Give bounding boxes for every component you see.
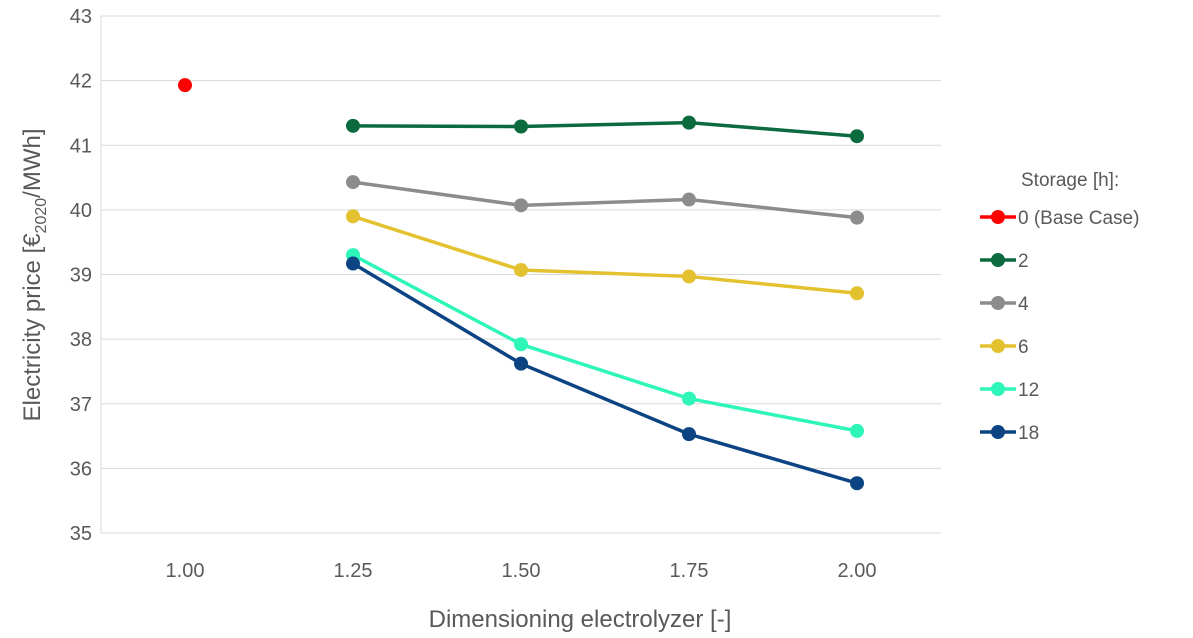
legend-title: Storage [h]: — [1021, 170, 1119, 191]
data-point — [514, 356, 528, 371]
data-point — [850, 476, 864, 491]
data-point — [682, 192, 696, 207]
data-point — [682, 115, 696, 130]
x-tick-label: 1.75 — [670, 560, 709, 582]
data-point — [346, 175, 360, 190]
data-point — [178, 78, 192, 93]
x-tick-label: 2.00 — [838, 560, 877, 582]
legend-marker — [991, 210, 1005, 224]
y-tick-label: 43 — [70, 6, 92, 28]
y-tick-label: 36 — [70, 458, 92, 480]
data-point — [514, 119, 528, 134]
data-point — [682, 269, 696, 284]
y-tick-label: 35 — [70, 523, 92, 545]
data-point — [514, 337, 528, 352]
y-axis-title-prefix: Electricity price [€ — [19, 233, 46, 422]
x-tick-labels: 1.00 1.25 1.50 1.75 2.00 — [166, 560, 877, 582]
legend-label: 12 — [1018, 380, 1039, 401]
legend-marker — [991, 425, 1005, 439]
data-point — [682, 391, 696, 406]
legend-marker — [991, 296, 1005, 310]
series-line — [352, 214, 858, 295]
data-point — [850, 286, 864, 301]
data-point — [346, 118, 360, 133]
legend: Storage [h]: 0 (Base Case) 2 4 6 12 18 — [980, 170, 1139, 444]
y-tick-label: 38 — [70, 329, 92, 351]
data-point — [514, 198, 528, 213]
legend-marker — [991, 339, 1005, 353]
y-tick-labels: 35 36 37 38 39 40 41 42 43 — [70, 6, 92, 545]
y-axis-title: Electricity price [€2020/MWh] — [19, 129, 50, 422]
series-line — [352, 262, 858, 485]
axes — [100, 16, 941, 534]
x-tick-label: 1.00 — [166, 560, 205, 582]
data-point — [346, 256, 360, 271]
series-lines — [178, 78, 864, 491]
legend-label: 2 — [1018, 251, 1029, 272]
series-line — [352, 120, 858, 138]
x-tick-label: 1.50 — [502, 560, 541, 582]
data-point — [850, 423, 864, 438]
data-point — [850, 129, 864, 144]
y-tick-label: 41 — [70, 135, 92, 157]
legend-label: 6 — [1018, 337, 1029, 358]
y-tick-label: 37 — [70, 394, 92, 416]
y-tick-label: 42 — [70, 71, 92, 93]
series-line — [352, 180, 858, 220]
legend-label: 4 — [1018, 294, 1029, 315]
data-point — [850, 210, 864, 225]
data-point — [682, 427, 696, 442]
data-point — [514, 262, 528, 277]
y-tick-label: 39 — [70, 265, 92, 287]
series-line — [352, 253, 858, 433]
legend-label: 18 — [1018, 423, 1039, 444]
y-tick-label: 40 — [70, 200, 92, 222]
legend-label: 0 (Base Case) — [1018, 208, 1139, 229]
y-axis-title-subscript: 2020 — [33, 198, 50, 234]
data-point — [346, 209, 360, 224]
y-axis-title-suffix: /MWh] — [19, 129, 46, 198]
legend-marker — [991, 253, 1005, 267]
x-axis-title: Dimensioning electrolyzer [-] — [429, 606, 732, 633]
gridlines — [101, 15, 941, 469]
x-tick-label: 1.25 — [334, 560, 373, 582]
legend-marker — [991, 382, 1005, 396]
